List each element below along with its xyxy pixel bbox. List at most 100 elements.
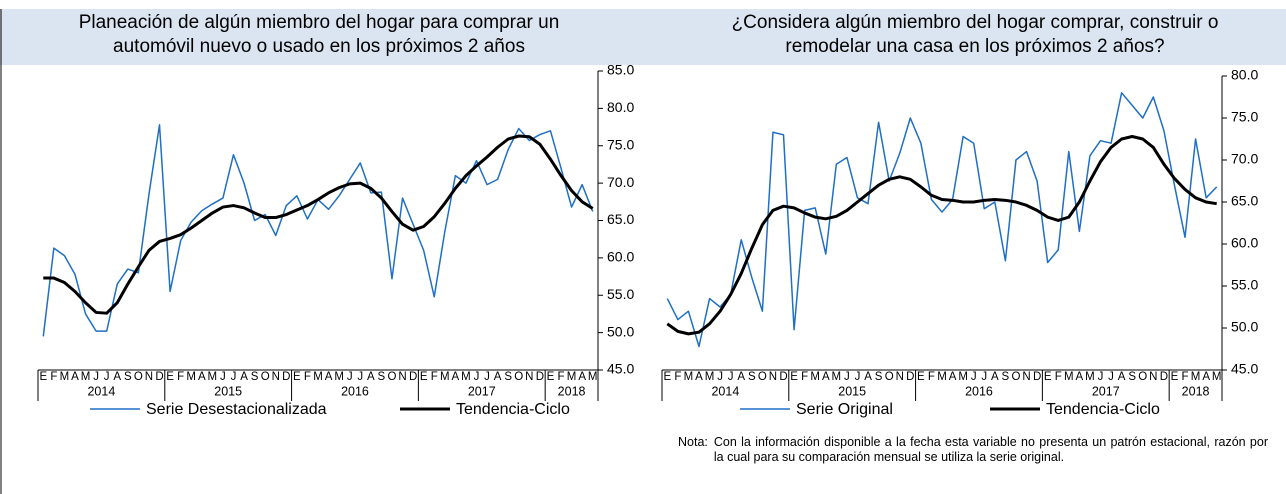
x-tick-label: A bbox=[578, 371, 586, 383]
y-tick-label: 60.0 bbox=[1231, 235, 1258, 251]
year-label: 2017 bbox=[1092, 384, 1120, 398]
y-tick-label: 60.0 bbox=[607, 249, 634, 265]
x-tick-label: A bbox=[737, 371, 745, 383]
x-tick-label: M bbox=[832, 371, 842, 383]
x-tick-label: E bbox=[39, 371, 47, 383]
x-tick-label: J bbox=[717, 371, 723, 383]
x-tick-label: E bbox=[1171, 371, 1179, 383]
x-tick-label: M bbox=[1191, 371, 1201, 383]
x-tick-label: A bbox=[822, 371, 830, 383]
x-tick-label: O bbox=[134, 371, 143, 383]
y-tick-label: 65.0 bbox=[1231, 193, 1258, 209]
x-tick-label: S bbox=[251, 371, 259, 383]
x-tick-label: A bbox=[71, 371, 79, 383]
x-tick-label: M bbox=[958, 371, 968, 383]
x-tick-label: J bbox=[357, 371, 363, 383]
x-tick-label: M bbox=[313, 371, 323, 383]
x-tick-label: D bbox=[779, 371, 787, 383]
x-tick-label: J bbox=[484, 371, 490, 383]
x-tick-label: S bbox=[1128, 371, 1136, 383]
x-tick-label: M bbox=[684, 371, 694, 383]
x-tick-label: M bbox=[334, 371, 344, 383]
x-tick-label: E bbox=[917, 371, 925, 383]
legend-label: Tendencia-Ciclo bbox=[1046, 401, 1160, 418]
series-line bbox=[42, 124, 594, 337]
x-tick-label: S bbox=[124, 371, 132, 383]
x-tick-label: M bbox=[208, 371, 218, 383]
x-tick-label: D bbox=[409, 371, 417, 383]
x-tick-label: N bbox=[525, 371, 533, 383]
x-tick-label: A bbox=[695, 371, 703, 383]
y-tick-label: 70.0 bbox=[607, 174, 634, 190]
y-tick-label: 55.0 bbox=[607, 286, 634, 302]
x-tick-label: O bbox=[1138, 371, 1147, 383]
x-tick-label: E bbox=[663, 371, 671, 383]
note-label: Nota: bbox=[678, 435, 708, 449]
x-tick-label: E bbox=[166, 371, 174, 383]
x-tick-label: N bbox=[1149, 371, 1157, 383]
x-tick-label: J bbox=[728, 371, 734, 383]
note: Nota: Con la información disponible a la… bbox=[678, 435, 1268, 465]
x-tick-label: J bbox=[981, 371, 987, 383]
chart-title: remodelar una casa en los próximos 2 año… bbox=[785, 36, 1164, 57]
year-label: 2015 bbox=[838, 384, 866, 398]
x-tick-label: A bbox=[367, 371, 375, 383]
y-tick-label: 75.0 bbox=[607, 136, 634, 152]
year-label: 2016 bbox=[341, 384, 369, 398]
x-tick-label: A bbox=[240, 371, 248, 383]
legend-label: Serie Original bbox=[796, 401, 893, 418]
note-text: Con la información disponible a la fecha… bbox=[713, 435, 1268, 464]
x-tick-label: N bbox=[145, 371, 153, 383]
y-tick-label: 70.0 bbox=[1231, 151, 1258, 167]
x-tick-label: J bbox=[93, 371, 99, 383]
x-tick-label: J bbox=[220, 371, 226, 383]
x-tick-label: O bbox=[885, 371, 894, 383]
x-tick-label: J bbox=[347, 371, 353, 383]
x-tick-label: J bbox=[474, 371, 480, 383]
x-tick-label: S bbox=[504, 371, 512, 383]
x-tick-label: F bbox=[1182, 371, 1189, 383]
x-tick-label: E bbox=[293, 371, 301, 383]
x-tick-label: F bbox=[50, 371, 57, 383]
x-tick-label: F bbox=[431, 371, 438, 383]
y-tick-label: 80.0 bbox=[1231, 67, 1258, 83]
x-tick-label: S bbox=[1002, 371, 1010, 383]
x-tick-label: F bbox=[674, 371, 681, 383]
x-tick-label: O bbox=[387, 371, 396, 383]
x-tick-label: A bbox=[949, 371, 957, 383]
y-tick-label: 45.0 bbox=[607, 361, 634, 377]
x-tick-label: M bbox=[440, 371, 450, 383]
chart-title: Planeación de algún miembro del hogar pa… bbox=[79, 12, 560, 33]
x-tick-label: A bbox=[494, 371, 502, 383]
y-tick-label: 45.0 bbox=[1231, 361, 1258, 377]
x-tick-label: M bbox=[81, 371, 91, 383]
x-tick-label: M bbox=[186, 371, 196, 383]
x-tick-label: N bbox=[896, 371, 904, 383]
x-tick-label: M bbox=[461, 371, 471, 383]
x-tick-label: F bbox=[1055, 371, 1062, 383]
x-tick-label: F bbox=[304, 371, 311, 383]
x-tick-label: O bbox=[514, 371, 523, 383]
chart-title: ¿Considera algún miembro del hogar compr… bbox=[732, 12, 1219, 33]
x-tick-label: M bbox=[1212, 371, 1222, 383]
x-tick-label: D bbox=[906, 371, 914, 383]
x-tick-label: A bbox=[991, 371, 999, 383]
x-tick-label: A bbox=[113, 371, 121, 383]
x-tick-label: M bbox=[588, 371, 598, 383]
x-tick-label: S bbox=[378, 371, 386, 383]
x-tick-label: M bbox=[567, 371, 577, 383]
x-tick-label: J bbox=[231, 371, 237, 383]
x-tick-label: F bbox=[558, 371, 565, 383]
y-tick-label: 50.0 bbox=[607, 323, 634, 339]
y-tick-label: 65.0 bbox=[607, 211, 634, 227]
x-tick-label: J bbox=[855, 371, 861, 383]
x-tick-label: J bbox=[1098, 371, 1104, 383]
x-tick-label: A bbox=[1202, 371, 1210, 383]
x-tick-label: E bbox=[547, 371, 555, 383]
x-tick-label: M bbox=[1064, 371, 1074, 383]
x-tick-label: J bbox=[844, 371, 850, 383]
y-tick-label: 85.0 bbox=[607, 62, 634, 78]
x-tick-label: M bbox=[60, 371, 70, 383]
